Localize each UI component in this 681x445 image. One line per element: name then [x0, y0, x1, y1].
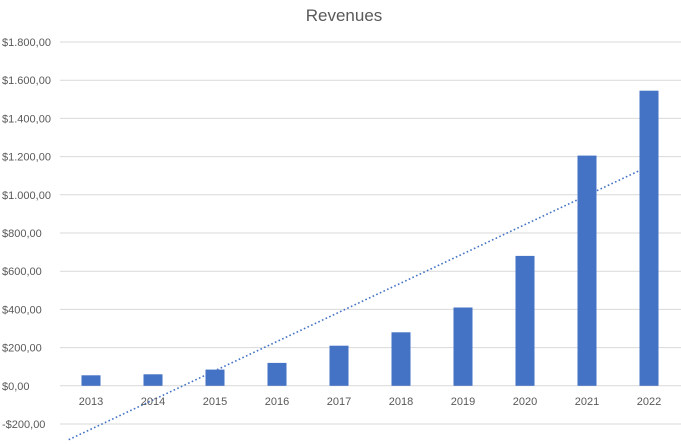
x-tick-label: 2020	[513, 396, 537, 408]
bar	[391, 332, 411, 386]
y-tick-label: $0,00	[2, 381, 30, 393]
bars	[81, 90, 659, 386]
bar	[453, 307, 473, 386]
chart-title: Revenues	[306, 6, 383, 25]
x-tick-label: 2018	[389, 396, 413, 408]
y-tick-label: $1.800,00	[2, 37, 51, 49]
bar	[205, 369, 225, 386]
trendline	[68, 165, 650, 441]
y-tick-label: -$200,00	[2, 419, 45, 431]
bar	[639, 90, 659, 386]
y-tick-label: $1.400,00	[2, 113, 51, 125]
trendline-layer	[68, 165, 650, 441]
bar	[577, 155, 597, 386]
x-tick-label: 2021	[575, 396, 599, 408]
gridlines	[60, 41, 681, 425]
bar	[143, 374, 163, 386]
x-tick-label: 2022	[637, 396, 661, 408]
x-tick-label: 2013	[79, 396, 103, 408]
y-tick-label: $1.200,00	[2, 152, 51, 164]
x-tick-label: 2014	[141, 396, 165, 408]
y-tick-label: $800,00	[2, 228, 42, 240]
bar	[515, 255, 535, 386]
x-axis-tick-labels: 2013 2014 2015 2016 2017 2018 2019 2020 2021 2022	[79, 396, 661, 408]
bar	[81, 375, 101, 386]
y-axis-tick-labels: -$200,00 $0,00 $200,00 $400,00 $600,00 $800,0…	[2, 37, 51, 431]
x-tick-label: 2017	[327, 396, 351, 408]
bar	[267, 362, 287, 386]
x-tick-label: 2016	[265, 396, 289, 408]
y-tick-label: $1.000,00	[2, 190, 51, 202]
x-tick-label: 2015	[203, 396, 227, 408]
y-tick-label: $600,00	[2, 266, 42, 278]
bar	[329, 345, 349, 386]
y-tick-label: $200,00	[2, 343, 42, 355]
y-tick-label: $400,00	[2, 304, 42, 316]
x-tick-label: 2019	[451, 396, 475, 408]
y-tick-label: $1.600,00	[2, 75, 51, 87]
